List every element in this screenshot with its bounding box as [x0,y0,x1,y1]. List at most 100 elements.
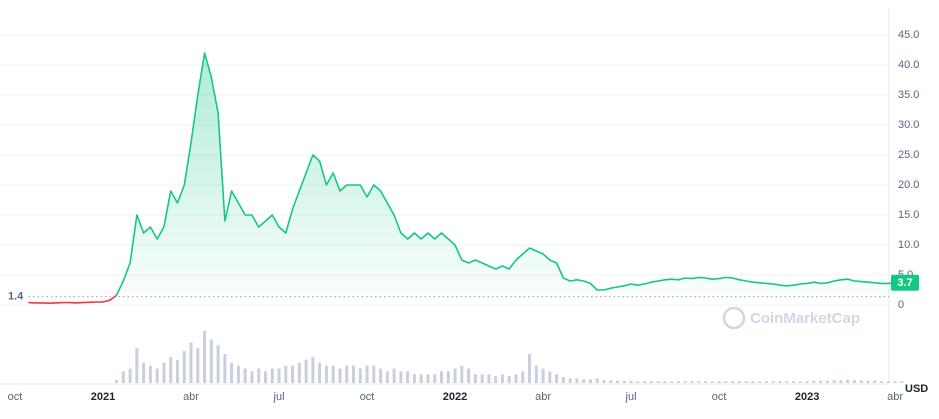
volume-bar [196,348,200,383]
volume-bar [500,374,504,383]
volume-bar [216,345,220,383]
volume-bar [433,374,437,383]
volume-bar [155,368,159,383]
volume-bar [744,381,748,383]
baseline-label: 1.4 [8,291,24,303]
x-tick-label: oct [360,391,375,403]
x-tick-label: jul [273,391,285,403]
volume-bar [731,381,735,383]
volume-bar [514,374,518,383]
volume-bar [541,368,545,383]
y-tick-label: 45.0 [898,29,919,41]
volume-bar [263,371,267,383]
volume-bar [636,381,640,383]
volume-bar [704,381,708,383]
volume-bar [880,381,884,383]
volume-bar [643,381,647,383]
volume-bar [724,381,728,383]
volume-bar [223,354,227,383]
volume-bar [886,381,890,383]
volume-bar [250,371,254,383]
y-tick-label: 25.0 [898,149,919,161]
volume-bar [873,380,877,383]
volume-bar [406,371,410,383]
volume-bar [575,378,579,383]
volume-bar [203,330,207,383]
volume-bar [588,379,592,383]
volume-bar [812,380,816,383]
y-tick-label: 15.0 [898,209,919,221]
volume-bar [128,368,132,383]
x-tick-label: oct [712,391,727,403]
volume-bar [771,381,775,383]
volume-bar [751,381,755,383]
x-tick-label: 2022 [443,391,467,403]
volume-bar [311,356,315,383]
x-tick-label: 2023 [795,391,819,403]
volume-bar [304,359,308,383]
volume-bar [358,368,362,383]
volume-bar [297,362,301,383]
volume-bar [175,359,179,383]
volume-bar [412,374,416,383]
volume-bar [392,368,396,383]
price-line [115,52,902,296]
x-tick-label: abr [535,391,551,403]
volume-bar [778,381,782,383]
volume-bar [352,365,355,383]
volume-bar [284,365,288,383]
x-tick-label: abr [183,391,199,403]
volume-bar [649,381,653,383]
volume-bar [277,368,281,383]
volume-bar [629,380,633,383]
volume-bar [792,381,796,383]
x-tick-label: 2021 [91,391,115,403]
price-line [28,294,117,304]
volume-bar [737,381,741,383]
volume-bar [230,362,234,383]
volume-bar [521,371,525,383]
volume-bar [561,377,565,383]
y-tick-label: 20.0 [898,179,919,191]
volume-bar [528,354,532,383]
volume-bar [839,380,843,383]
x-tick-label: jul [625,391,637,403]
volume-bar [846,379,850,383]
area [116,53,902,297]
volume-bar [582,379,586,383]
volume-bar [189,342,193,383]
volume-bar [676,381,680,383]
volume-bar [440,371,444,383]
volume-bar [893,381,897,383]
volume-bar [622,380,626,383]
volume-bar [683,381,687,383]
volume-bar [798,381,802,383]
volume-bar [419,374,423,383]
volume-bar [426,374,430,383]
y-tick-label: 0 [898,299,904,311]
volume-bar [209,339,213,383]
volume-bar [690,381,694,383]
volume-bar [345,365,349,383]
y-tick-label: 10.0 [898,239,919,251]
y-tick-label: 30.0 [898,119,919,131]
currency-label: USD [905,383,928,395]
volume-bar [318,362,322,383]
volume-bar [372,365,376,383]
volume-bar [805,381,809,383]
volume-bar [385,371,389,383]
volume-bar [480,374,484,383]
volume-bar [142,362,146,383]
volume-bar [832,380,836,383]
volume-bar [616,380,620,383]
volume-bar [148,365,152,383]
volume-bar [825,380,829,383]
volume-bar [595,378,599,383]
volume-bar [866,380,870,383]
volume-bar [162,362,166,383]
volume-bar [324,365,328,383]
volume-bar [494,376,498,383]
volume-bar [819,380,823,383]
volume-bar [331,365,335,383]
